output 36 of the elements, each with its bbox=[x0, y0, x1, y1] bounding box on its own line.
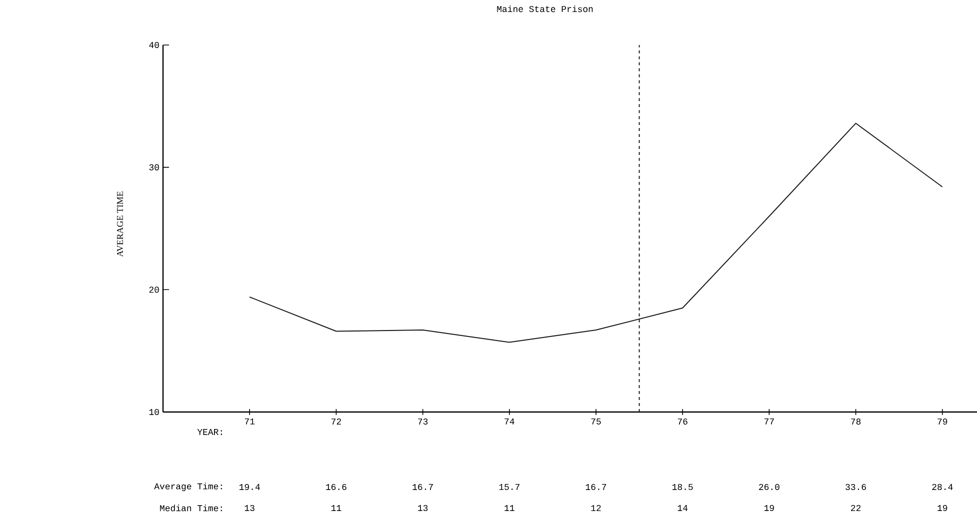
text: 15.7 bbox=[499, 484, 520, 490]
x-tick-label: 79 bbox=[938, 418, 948, 425]
x-tick-label: 74 bbox=[504, 418, 514, 424]
y-tick-label: 40 bbox=[149, 42, 159, 48]
text: Median Time: bbox=[160, 504, 222, 512]
y-tick-label: 30 bbox=[149, 164, 159, 170]
text: 16.6 bbox=[326, 484, 346, 490]
text: Average Time: bbox=[154, 482, 222, 492]
text: 26.0 bbox=[759, 484, 780, 490]
text: 11 bbox=[331, 505, 342, 511]
x-tick-label: 72 bbox=[332, 418, 341, 424]
text: 18.5 bbox=[672, 484, 693, 490]
text: YEAR: bbox=[197, 429, 222, 435]
x-tick-label: 78 bbox=[851, 418, 861, 425]
text: 12 bbox=[591, 504, 601, 511]
text: 13 bbox=[244, 504, 254, 512]
text: 11 bbox=[504, 505, 514, 511]
text: 19.4 bbox=[239, 484, 260, 490]
x-tick-label: 76 bbox=[678, 418, 688, 425]
y-axis-title: AVERAGE TIME bbox=[116, 192, 124, 257]
chart-title: Maine State Prison bbox=[497, 6, 593, 12]
text: 16.7 bbox=[586, 484, 606, 490]
y-tick-label: 10 bbox=[149, 408, 159, 416]
text: 28.4 bbox=[932, 484, 953, 490]
text: 16.7 bbox=[412, 484, 433, 490]
x-tick-label: 73 bbox=[418, 418, 428, 425]
text: 13 bbox=[418, 504, 428, 512]
y-tick-label: 20 bbox=[149, 286, 159, 293]
x-tick-label: 71 bbox=[244, 418, 255, 424]
text: 33.6 bbox=[846, 484, 866, 490]
x-tick-label: 75 bbox=[591, 418, 601, 424]
x-tick-label: 77 bbox=[764, 418, 774, 424]
text: 14 bbox=[678, 505, 688, 511]
text: 19 bbox=[938, 504, 948, 512]
text: 22 bbox=[851, 504, 861, 511]
text: 19 bbox=[764, 504, 774, 512]
